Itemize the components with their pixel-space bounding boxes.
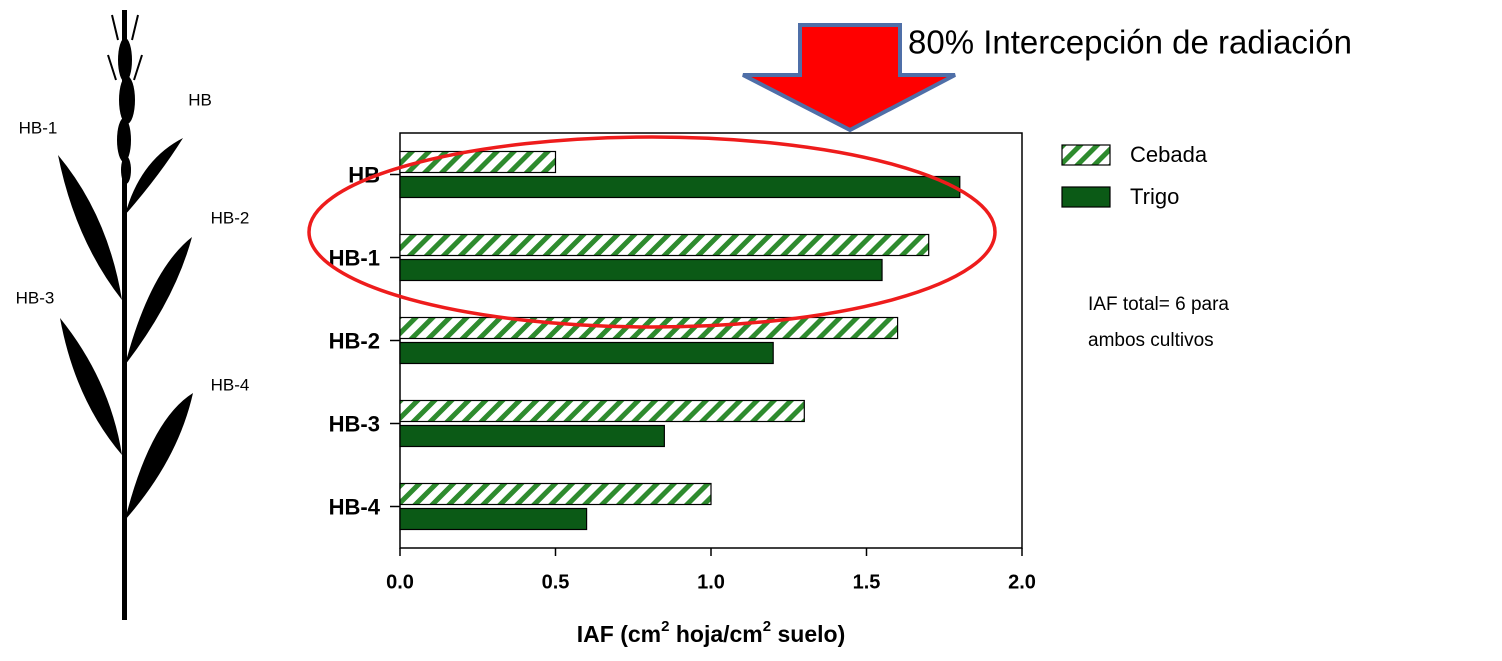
x-axis-label-part: hoja/cm — [669, 621, 762, 647]
bar — [400, 426, 664, 447]
x-axis-label-part: suelo) — [771, 621, 845, 647]
annotation: IAF total= 6 para — [1088, 294, 1229, 315]
y-tick-label: HB-4 — [329, 494, 381, 519]
plant-label: HB-1 — [19, 118, 58, 137]
y-tick-label: HB-3 — [329, 411, 380, 436]
bar — [400, 343, 773, 364]
x-tick-label: 0.5 — [542, 571, 570, 593]
bar — [400, 235, 929, 256]
page: HB HB-1 HB-2 HB-3 HB-4 80% Intercepción … — [0, 0, 1502, 661]
chart: HB HB-1 HB-2 HB-3 HB-4 80% Intercepción … — [0, 0, 1502, 661]
plant-label: HB — [188, 90, 212, 109]
plant-label: HB-2 — [211, 208, 250, 227]
x-axis-label-part: IAF (cm — [577, 621, 661, 647]
annotation: 80% Intercepción de radiación — [908, 24, 1352, 61]
legend-swatch — [1062, 145, 1110, 165]
bar — [400, 509, 587, 530]
y-tick-label: HB-2 — [329, 328, 380, 353]
x-tick-label: 1.0 — [697, 571, 725, 593]
bar — [400, 401, 804, 422]
legend-swatch — [1062, 187, 1110, 207]
bar — [400, 177, 960, 198]
highlight-ellipse — [309, 137, 995, 327]
x-tick-label: 1.5 — [853, 571, 881, 593]
x-tick-label: 2.0 — [1008, 571, 1036, 593]
annotation: ambos cultivos — [1088, 330, 1214, 351]
plant-label: HB-3 — [16, 288, 55, 307]
bar — [400, 260, 882, 281]
y-tick-label: HB-1 — [329, 245, 380, 270]
x-axis-label-part: 2 — [661, 618, 669, 635]
x-tick-label: 0.0 — [386, 571, 414, 593]
plant-illustration — [58, 10, 193, 620]
plant-label: HB-4 — [211, 375, 250, 394]
legend-label: Cebada — [1130, 142, 1208, 167]
legend-label: Trigo — [1130, 184, 1179, 209]
x-axis-label: IAF (cm2 hoja/cm2 suelo) — [577, 618, 845, 647]
x-axis-label-part: 2 — [763, 618, 771, 635]
bar — [400, 484, 711, 505]
